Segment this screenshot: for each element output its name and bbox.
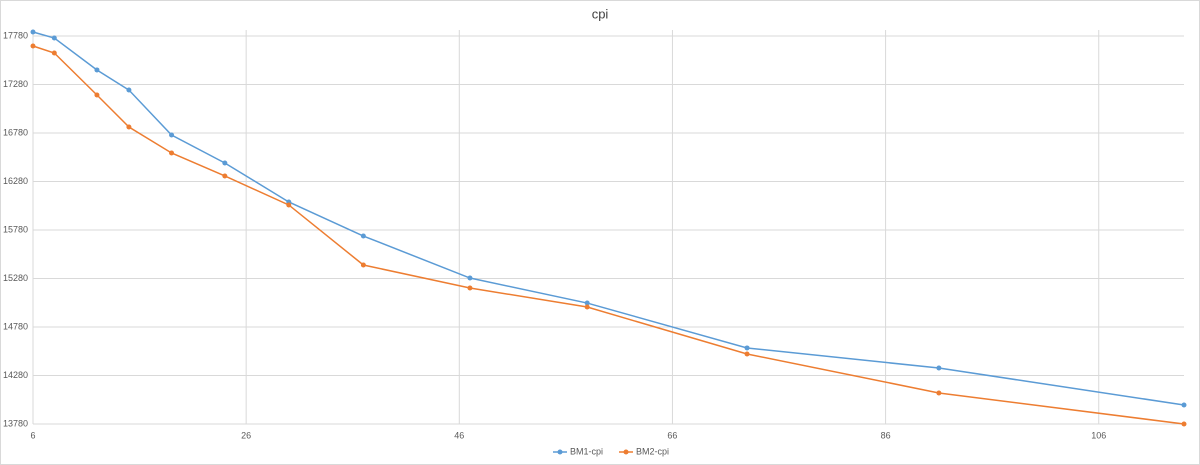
data-point: [126, 124, 132, 130]
data-point: [126, 87, 132, 93]
data-point: [30, 43, 36, 49]
x-tick-label: 6: [30, 430, 35, 440]
legend-marker: [623, 449, 629, 455]
y-tick-label: 17780: [3, 30, 28, 40]
legend-marker: [557, 449, 563, 455]
chart-title: cpi: [592, 6, 609, 21]
y-tick-label: 17280: [3, 79, 28, 89]
x-tick-label: 26: [241, 430, 251, 440]
x-tick-label: 86: [881, 430, 891, 440]
data-point: [51, 35, 57, 41]
y-tick-label: 16780: [3, 127, 28, 137]
data-point: [222, 173, 228, 179]
data-point: [94, 92, 100, 98]
data-point: [1181, 402, 1187, 408]
data-point: [936, 365, 942, 371]
data-point: [744, 345, 750, 351]
data-point: [1181, 421, 1187, 427]
data-point: [30, 29, 36, 35]
data-point: [467, 285, 473, 291]
y-tick-label: 15280: [3, 273, 28, 283]
y-tick-label: 14280: [3, 370, 28, 380]
data-point: [467, 275, 473, 281]
data-point: [936, 390, 942, 396]
y-tick-label: 13780: [3, 418, 28, 428]
data-point: [360, 233, 366, 239]
y-tick-label: 16280: [3, 176, 28, 186]
y-tick-label: 14780: [3, 321, 28, 331]
data-point: [584, 300, 590, 306]
x-tick-label: 106: [1091, 430, 1106, 440]
data-point: [360, 262, 366, 268]
data-point: [169, 150, 175, 156]
data-point: [51, 50, 57, 56]
data-point: [169, 132, 175, 138]
x-tick-label: 46: [454, 430, 464, 440]
y-tick-label: 15780: [3, 224, 28, 234]
legend: BM1-cpi BM2-cpi: [553, 446, 669, 456]
data-point: [584, 304, 590, 310]
legend-label: BM1-cpi: [570, 446, 603, 456]
data-point: [744, 351, 750, 357]
legend-label: BM2-cpi: [636, 446, 669, 456]
data-point: [286, 202, 292, 208]
data-point: [94, 67, 100, 73]
x-tick-label: 66: [667, 430, 677, 440]
data-point: [222, 160, 228, 166]
